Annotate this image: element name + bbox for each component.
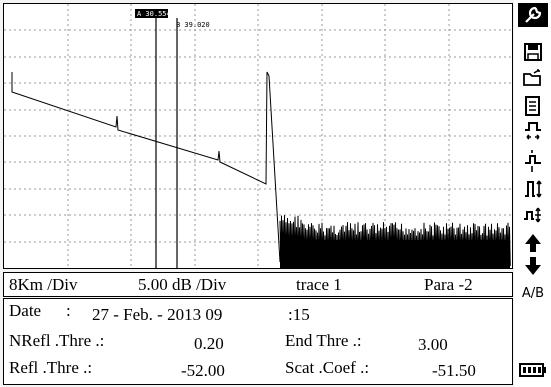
scat-coef-value: -51.50 bbox=[432, 361, 476, 380]
settings-tool-icon[interactable] bbox=[518, 3, 548, 27]
open-folder-icon[interactable] bbox=[518, 66, 548, 90]
pulse-shift-icon[interactable] bbox=[518, 150, 548, 174]
arrow-down-icon[interactable] bbox=[518, 254, 548, 278]
pulse-vertical-icon[interactable] bbox=[518, 177, 548, 201]
ab-marker-button[interactable]: A/B bbox=[518, 281, 548, 305]
marker-a-flag bbox=[135, 9, 168, 18]
marker-b-label: B 39.020 bbox=[176, 21, 210, 29]
end-threshold-label: End Thre .: bbox=[285, 331, 362, 350]
right-toolbar: A/B bbox=[514, 0, 551, 387]
date-value: 27 - Feb. - 2013 09 bbox=[92, 305, 223, 324]
noise-floor bbox=[279, 215, 511, 268]
nrefl-threshold-value: 0.20 bbox=[194, 334, 224, 353]
event-list-icon[interactable] bbox=[518, 94, 548, 118]
pulse-zoom-icon[interactable] bbox=[518, 203, 548, 227]
scale-bar: 8Km /Div 5.00 dB /Div trace 1 Para -2 bbox=[3, 272, 513, 297]
battery-icon bbox=[518, 358, 548, 382]
scat-coef-label: Scat .Coef .: bbox=[285, 358, 370, 377]
refl-threshold-label: Refl .Thre .: bbox=[9, 358, 93, 377]
ab-marker-label: A/B bbox=[521, 285, 545, 301]
save-icon[interactable] bbox=[518, 40, 548, 64]
date-colon: : bbox=[66, 301, 71, 320]
marker-a-label: A 30.554 bbox=[137, 10, 171, 18]
nrefl-threshold-label: NRefl .Thre .: bbox=[9, 331, 105, 350]
trace-canvas: A 30.554 B 39.020 bbox=[4, 4, 512, 268]
arrow-up-icon[interactable] bbox=[518, 231, 548, 255]
date-label: Date bbox=[9, 301, 42, 320]
parameter-panel: Date : 27 - Feb. - 2013 09 :15 NRefl .Th… bbox=[3, 298, 513, 385]
db-per-div: 5.00 dB /Div bbox=[138, 275, 227, 294]
trace-number: trace 1 bbox=[296, 275, 342, 294]
para-value: Para -2 bbox=[424, 275, 473, 294]
pulse-width-icon[interactable] bbox=[518, 120, 548, 144]
trace-line bbox=[11, 71, 281, 263]
distance-per-div: 8Km /Div bbox=[9, 275, 78, 294]
time-value: :15 bbox=[288, 305, 310, 324]
refl-threshold-value: -52.00 bbox=[181, 361, 225, 380]
noise-fill bbox=[280, 240, 510, 268]
end-threshold-value: 3.00 bbox=[418, 335, 448, 354]
trace-plot[interactable]: A 30.554 B 39.020 bbox=[3, 3, 513, 269]
